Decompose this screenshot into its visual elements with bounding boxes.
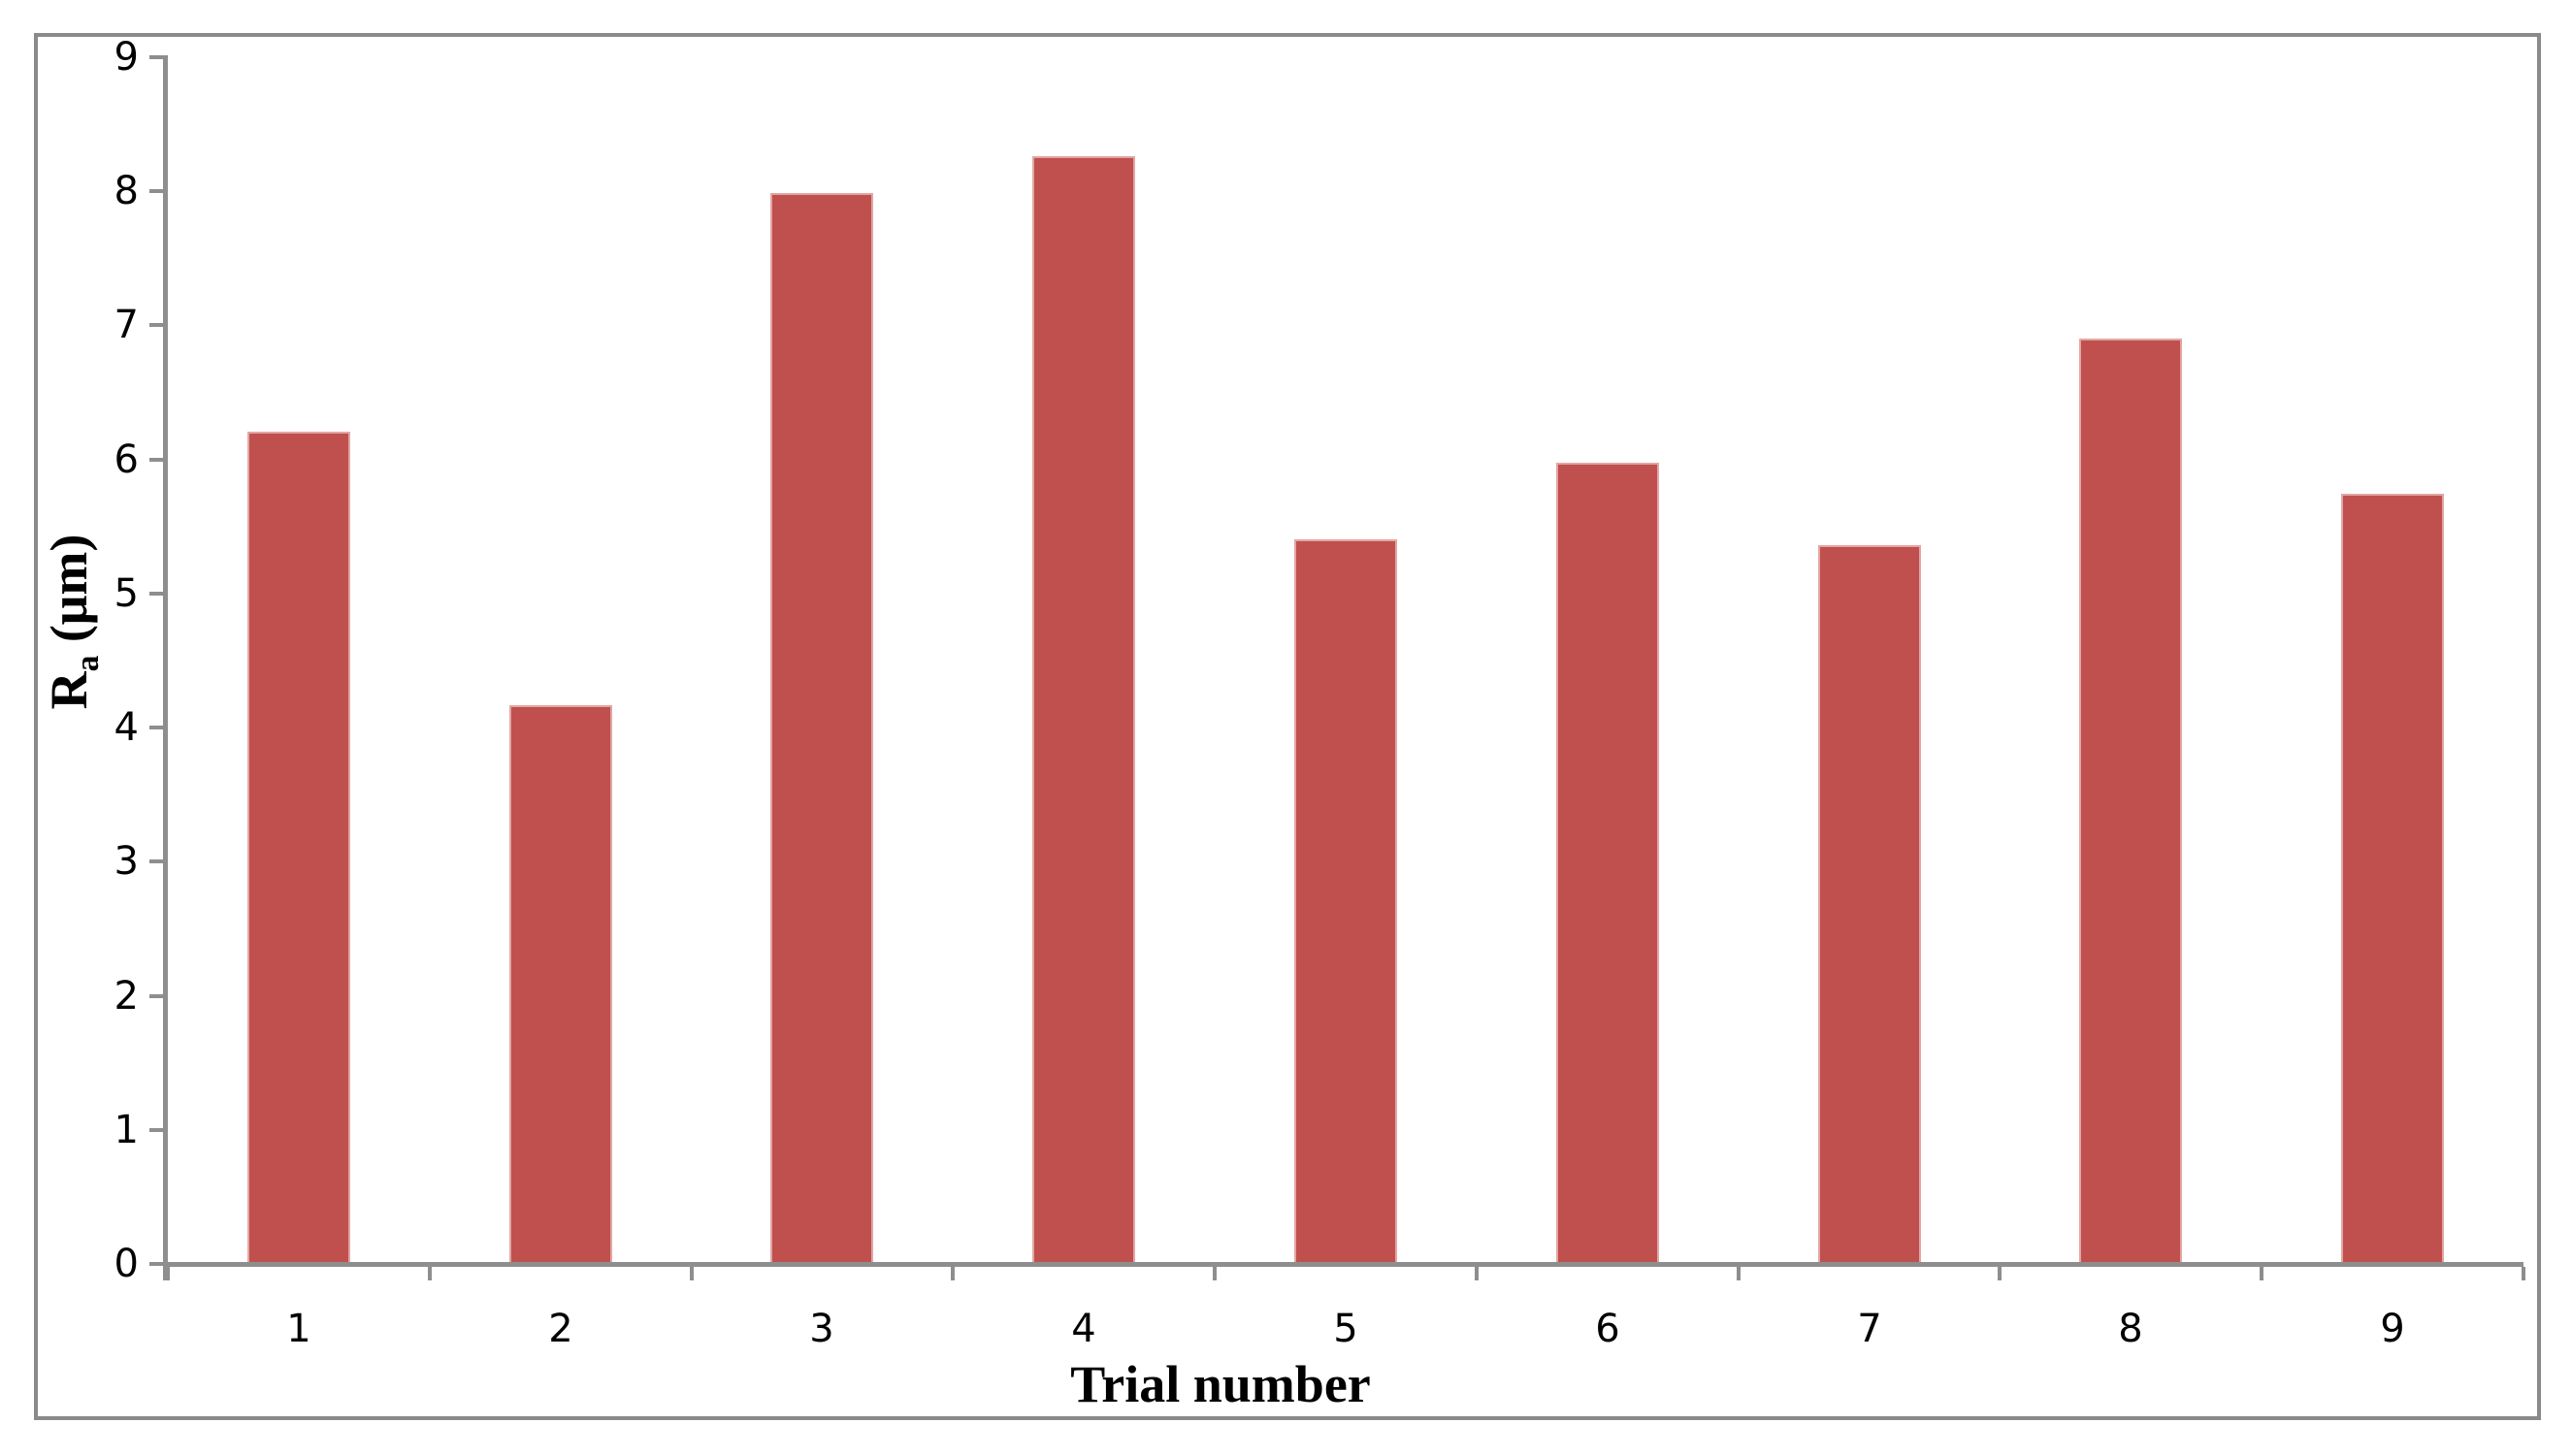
y-tick-mark (149, 189, 163, 194)
x-tick-label: 7 (1857, 1307, 1882, 1351)
chart-outer-border (34, 33, 2541, 1420)
x-axis-line (163, 1262, 2523, 1267)
y-tick-label: 6 (114, 437, 139, 482)
bar (1556, 463, 1659, 1262)
y-tick-mark (149, 726, 163, 730)
bar (509, 705, 612, 1262)
y-axis-title-prefix: R (40, 671, 98, 710)
x-tick-label: 4 (1071, 1307, 1096, 1351)
y-tick-mark (149, 1262, 163, 1266)
y-axis-title: Ra (μm) (40, 428, 106, 816)
x-tick-mark (1474, 1267, 1479, 1280)
x-tick-mark (427, 1267, 432, 1280)
x-tick-mark (689, 1267, 694, 1280)
x-tick-label: 6 (1595, 1307, 1620, 1351)
bar (1818, 545, 1921, 1262)
bar (2079, 339, 2182, 1262)
y-tick-mark (149, 993, 163, 998)
bar (247, 432, 350, 1262)
y-tick-label: 3 (114, 839, 139, 885)
y-tick-label: 9 (114, 35, 139, 80)
bar (2341, 494, 2444, 1262)
y-axis-title-subscript: a (69, 655, 106, 672)
x-tick-mark (1213, 1267, 1218, 1280)
x-tick-label: 3 (809, 1307, 834, 1351)
y-tick-mark (149, 323, 163, 328)
y-tick-label: 7 (114, 303, 139, 348)
y-tick-mark (149, 1127, 163, 1132)
x-tick-label: 5 (1333, 1307, 1358, 1351)
y-tick-mark (149, 859, 163, 864)
x-tick-mark (2260, 1267, 2264, 1280)
y-tick-label: 2 (114, 973, 139, 1019)
x-axis-title: Trial number (1070, 1355, 1371, 1413)
y-tick-label: 5 (114, 570, 139, 616)
y-tick-label: 1 (114, 1107, 139, 1152)
x-tick-label: 2 (548, 1307, 573, 1351)
x-tick-mark (1998, 1267, 2002, 1280)
y-tick-label: 8 (114, 169, 139, 214)
y-tick-mark (149, 55, 163, 59)
bar (1032, 156, 1135, 1262)
x-tick-label: 1 (286, 1307, 311, 1351)
bar (1294, 539, 1397, 1262)
x-tick-label: 8 (2118, 1307, 2143, 1351)
x-tick-label: 9 (2380, 1307, 2405, 1351)
y-tick-mark (149, 591, 163, 596)
y-axis-line (163, 55, 168, 1280)
y-tick-label: 4 (114, 705, 139, 751)
y-tick-label: 0 (114, 1242, 139, 1286)
x-tick-mark (166, 1267, 170, 1280)
x-tick-mark (1736, 1267, 1741, 1280)
y-tick-mark (149, 457, 163, 462)
x-tick-mark (951, 1267, 956, 1280)
x-tick-mark (2522, 1267, 2525, 1280)
bar (770, 193, 873, 1262)
